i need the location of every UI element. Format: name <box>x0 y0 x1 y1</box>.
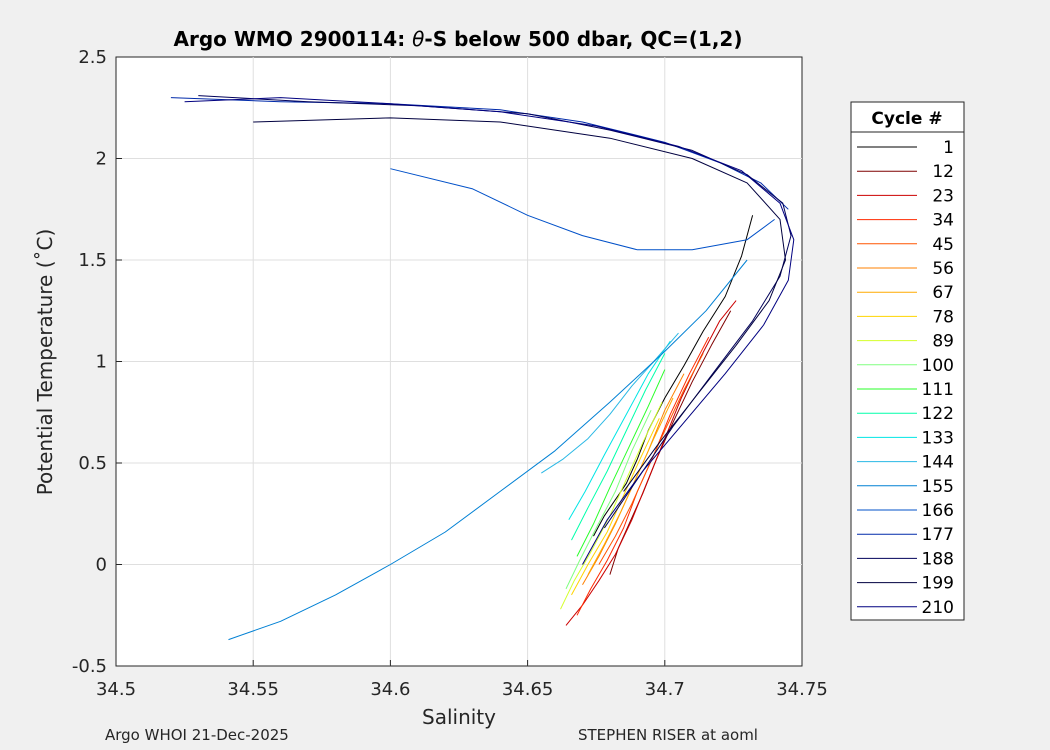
legend-entry-label: 210 <box>922 598 954 618</box>
legend-entry-label: 45 <box>932 235 954 255</box>
series-line-cycle-1 <box>593 215 754 537</box>
legend-entry-label: 177 <box>922 525 954 545</box>
series-line-cycle-23 <box>565 300 737 626</box>
legend: Cycle # 1 12 23 34 45 56 67 78 89 100 111 122 133 144… <box>850 101 965 621</box>
legend-entry-label: 12 <box>932 162 954 182</box>
series-line-cycle-133 <box>568 340 671 521</box>
legend-entry-label: 56 <box>932 259 954 279</box>
legend-entry-label: 23 <box>932 186 954 206</box>
title-suffix: -S below 500 dbar, QC=(1,2) <box>424 27 742 51</box>
series-line-cycle-67 <box>587 397 674 575</box>
footer-right: STEPHEN RISER at aoml <box>578 726 758 744</box>
legend-entries: 1 12 23 34 45 56 67 78 89 100 111 122 133 144 155 166 17… <box>857 138 954 618</box>
legend-entry-label: 34 <box>932 211 954 231</box>
legend-entry-label: 199 <box>922 574 954 594</box>
series-line-cycle-155 <box>228 259 748 641</box>
series-line-cycle-199 <box>253 117 786 492</box>
x-tick-label: 34.75 <box>776 679 828 700</box>
legend-entry-label: 89 <box>932 332 954 352</box>
legend-entry-label: 78 <box>932 307 954 327</box>
series-line-cycle-210 <box>184 97 795 565</box>
chart-title: Argo WMO 2900114: θ-S below 500 dbar, QC… <box>174 27 743 51</box>
legend-entry-label: 133 <box>922 428 954 448</box>
y-tick-label: -0.5 <box>72 656 107 677</box>
y-tick-label: 1 <box>96 352 107 373</box>
footer-left: Argo WHOI 21-Dec-2025 <box>105 726 289 744</box>
x-tick-labels: 34.5 34.55 34.6 34.65 34.7 34.75 <box>96 679 828 700</box>
legend-entry-label: 155 <box>922 477 954 497</box>
series-line-cycle-78 <box>571 418 660 596</box>
legend-entry-label: 1 <box>943 138 954 158</box>
legend-entry-label: 100 <box>922 356 954 376</box>
legend-box <box>850 101 965 621</box>
y-tick-label: 0.5 <box>78 453 107 474</box>
legend-entry-label: 188 <box>922 549 954 569</box>
y-tick-label: 2 <box>96 149 107 170</box>
series-line-cycle-100 <box>565 409 652 590</box>
legend-entry-label: 144 <box>922 453 954 473</box>
y-tick-labels: 2.5 2 1.5 1 0.5 0 -0.5 <box>72 47 107 677</box>
x-axis-label: Salinity <box>422 705 496 729</box>
grid-lines <box>115 56 803 667</box>
x-tick-label: 34.55 <box>227 679 279 700</box>
series-line-cycle-45 <box>598 353 704 565</box>
x-tick-label: 34.5 <box>96 679 136 700</box>
series-line-cycle-166 <box>390 168 775 251</box>
title-theta-symbol: θ <box>412 27 424 51</box>
series-line-cycle-122 <box>571 353 666 541</box>
series-lines <box>170 95 795 641</box>
legend-entry-label: 122 <box>922 404 954 424</box>
series-line-cycle-111 <box>576 369 666 557</box>
y-tick-label: 0 <box>96 555 107 576</box>
legend-entry-label: 111 <box>922 380 954 400</box>
legend-entry-label: 166 <box>922 501 954 521</box>
x-tick-label: 34.7 <box>645 679 685 700</box>
y-axis-label: Potential Temperature (˚C) <box>33 229 57 496</box>
legend-entry-label: 67 <box>932 283 954 303</box>
y-tick-label: 2.5 <box>78 47 107 68</box>
title-prefix: Argo WMO 2900114: <box>174 27 413 51</box>
x-tick-label: 34.6 <box>370 679 410 700</box>
y-tick-label: 1.5 <box>78 250 107 271</box>
x-tick-label: 34.65 <box>502 679 554 700</box>
legend-title: Cycle # <box>871 109 942 129</box>
